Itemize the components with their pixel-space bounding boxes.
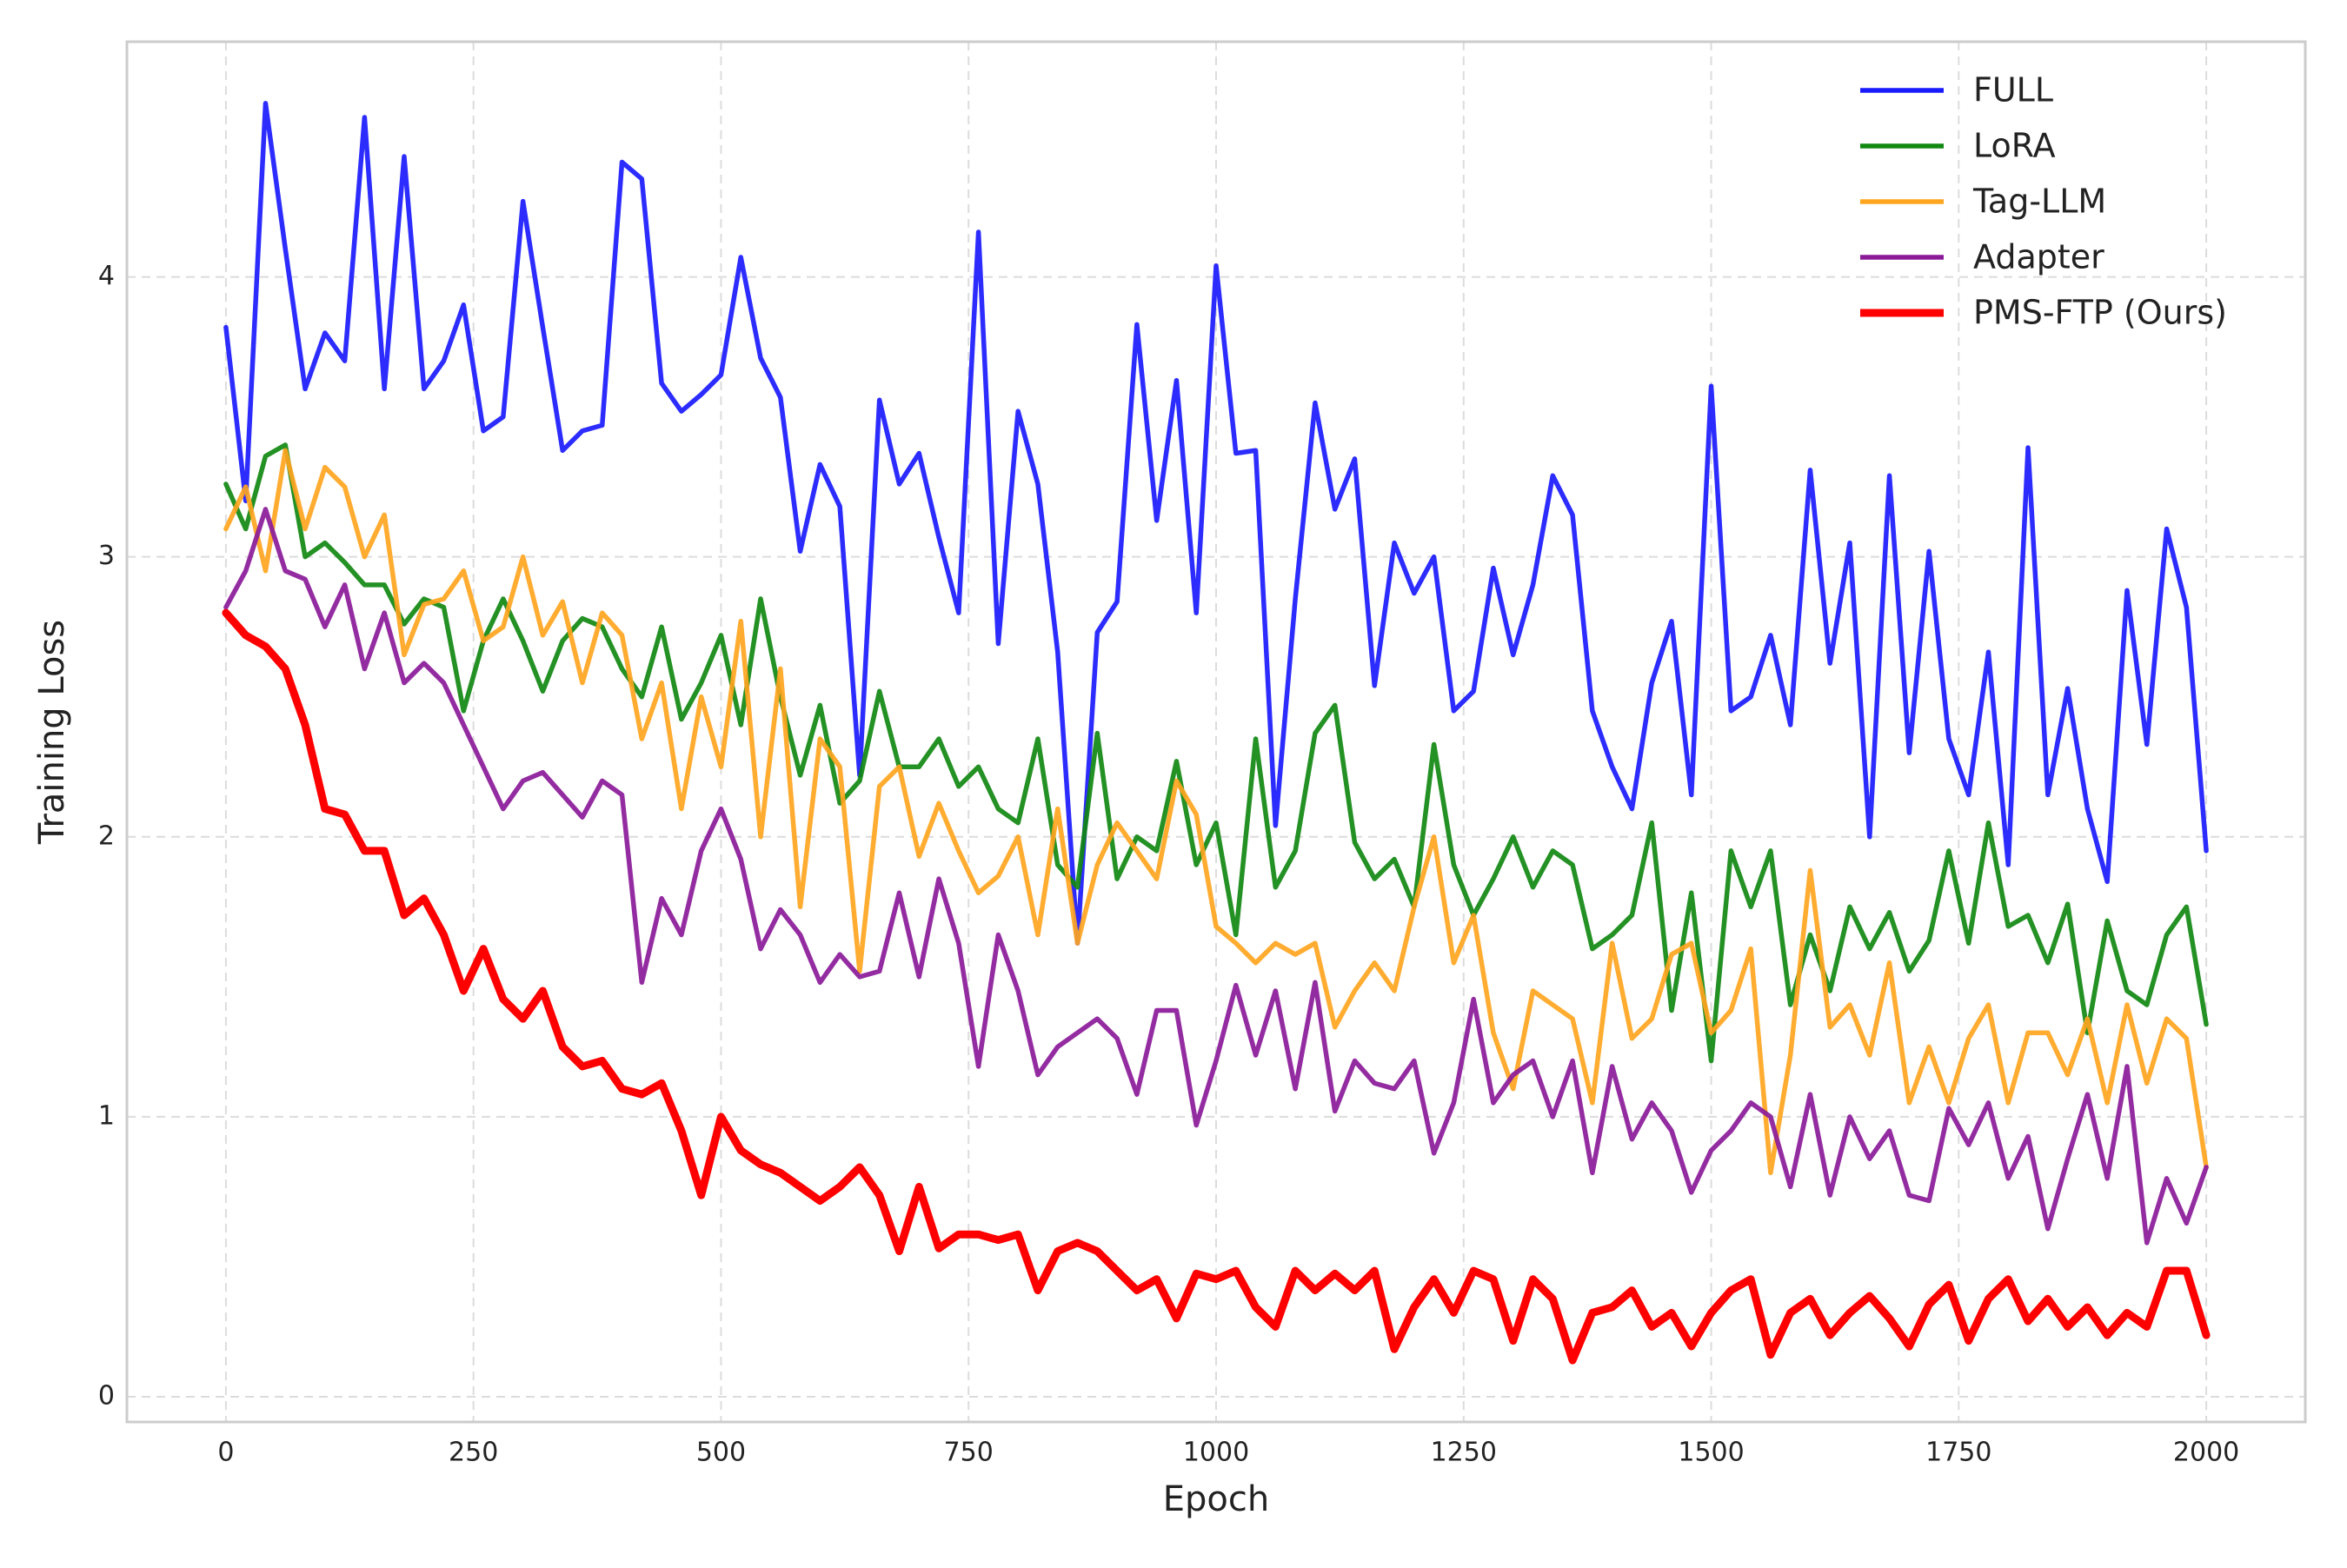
x-axis-label: Epoch [1163, 1479, 1269, 1519]
series-line [222, 608, 2211, 1365]
legend-label: Tag-LLM [1972, 183, 2106, 221]
series-line [223, 442, 2209, 1064]
y-tick-label: 2 [98, 821, 115, 851]
legend-label: LoRA [1973, 127, 2056, 165]
legend-label: Adapter [1973, 238, 2104, 276]
x-tick-label: 2000 [2173, 1438, 2239, 1468]
x-tick-label: 1500 [1678, 1438, 1744, 1468]
series-line [223, 507, 2209, 1246]
x-tick-label: 500 [696, 1438, 746, 1468]
legend-label: FULL [1973, 71, 2053, 110]
y-tick-label: 4 [98, 261, 115, 291]
x-tick-label: 750 [944, 1438, 994, 1468]
x-tick-label: 1000 [1183, 1438, 1249, 1468]
series-line [223, 101, 2209, 946]
x-tick-label: 1750 [1925, 1438, 1991, 1468]
x-tick-label: 0 [217, 1438, 234, 1468]
series-line [223, 448, 2209, 1176]
legend-label: PMS-FTP (Ours) [1973, 294, 2227, 332]
x-tick-label: 1250 [1431, 1438, 1497, 1468]
plot-frame [125, 40, 2307, 1424]
y-axis-label: Training Loss [32, 620, 72, 845]
x-tick-label: 250 [449, 1438, 498, 1468]
y-tick-label: 0 [98, 1381, 115, 1412]
y-tick-label: 1 [98, 1100, 115, 1131]
y-tick-label: 3 [98, 541, 115, 571]
